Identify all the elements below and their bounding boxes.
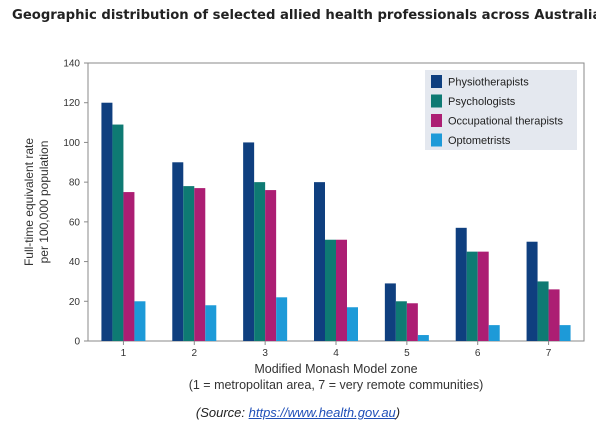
legend-label: Physiotherapists [448,77,529,89]
legend-label: Psychologists [448,96,516,108]
x-axis-label-note: (1 = metropolitan area, 7 = very remote … [189,378,484,392]
y-tick-label: 40 [69,257,81,268]
x-tick-label: 5 [404,348,410,359]
y-axis-label-line1: Full-time equivalent rate [22,138,36,266]
source-suffix: ) [395,405,401,420]
bar-physiotherapists-zone-4 [314,182,325,341]
x-tick-label: 1 [121,348,127,359]
bar-occupational-therapists-zone-3 [265,190,277,341]
y-tick-label: 100 [63,138,80,149]
legend: Physiotherapists Psychologists Occupationa… [425,70,577,150]
bar-physiotherapists-zone-3 [243,142,255,341]
bar-occupational-therapists-zone-6 [477,251,489,341]
bar-physiotherapists-zone-6 [455,227,467,341]
x-tick-label: 4 [333,348,339,359]
y-tick-label: 60 [69,217,81,228]
y-tick-label: 20 [69,297,81,308]
x-axis-label: Modified Monash Model zone [254,362,417,376]
bar-psychologists-zone-7 [537,281,549,341]
source-note: (Source: https://www.health.gov.au) [0,405,596,420]
legend-label: Optometrists [448,135,511,147]
bar-physiotherapists-zone-7 [526,241,538,341]
bar-psychologists-zone-2 [183,186,195,341]
x-tick-label: 3 [262,348,268,359]
y-tick-label: 140 [63,59,80,70]
page-title: Geographic distribution of selected alli… [12,8,596,23]
bar-psychologists-zone-1 [112,124,124,341]
bar-occupational-therapists-zone-4 [336,239,347,341]
bar-optometrists-zone-7 [559,325,571,341]
legend-swatch [431,133,442,147]
bar-optometrists-zone-1 [134,301,146,341]
bar-optometrists-zone-6 [488,325,500,341]
y-tick-label: 120 [63,98,80,109]
y-tick-label: 80 [69,178,81,189]
legend-box [425,70,577,150]
x-tick-label: 2 [192,348,198,359]
bar-occupational-therapists-zone-7 [548,289,560,341]
bar-chart: 0 20 40 60 80 100 120 140 1 2 3 4 5 6 7 Full-time equ… [22,59,585,392]
y-tick-label: 0 [74,337,80,348]
legend-label: Occupational therapists [448,116,563,128]
x-tick-label: 6 [475,348,481,359]
legend-swatch [431,94,442,108]
bar-optometrists-zone-5 [417,335,429,341]
bar-occupational-therapists-zone-5 [406,303,418,341]
bar-psychologists-zone-6 [466,251,478,341]
bar-psychologists-zone-5 [395,301,407,341]
source-prefix: (Source: [195,405,249,420]
bar-occupational-therapists-zone-2 [194,188,206,341]
bar-psychologists-zone-4 [325,239,336,341]
source-link[interactable]: https://www.health.gov.au [248,405,396,420]
legend-swatch [431,114,442,127]
bar-physiotherapists-zone-1 [101,102,113,341]
bar-psychologists-zone-3 [254,182,266,341]
bar-physiotherapists-zone-2 [172,162,184,341]
legend-swatch [431,75,442,88]
bar-optometrists-zone-3 [276,297,288,341]
bar-optometrists-zone-2 [205,305,217,341]
bar-optometrists-zone-4 [347,307,358,341]
bar-physiotherapists-zone-5 [384,283,396,341]
bar-occupational-therapists-zone-1 [123,192,135,341]
x-tick-label: 7 [546,348,552,359]
y-axis-label-line2: per 100,000 population [37,141,51,264]
